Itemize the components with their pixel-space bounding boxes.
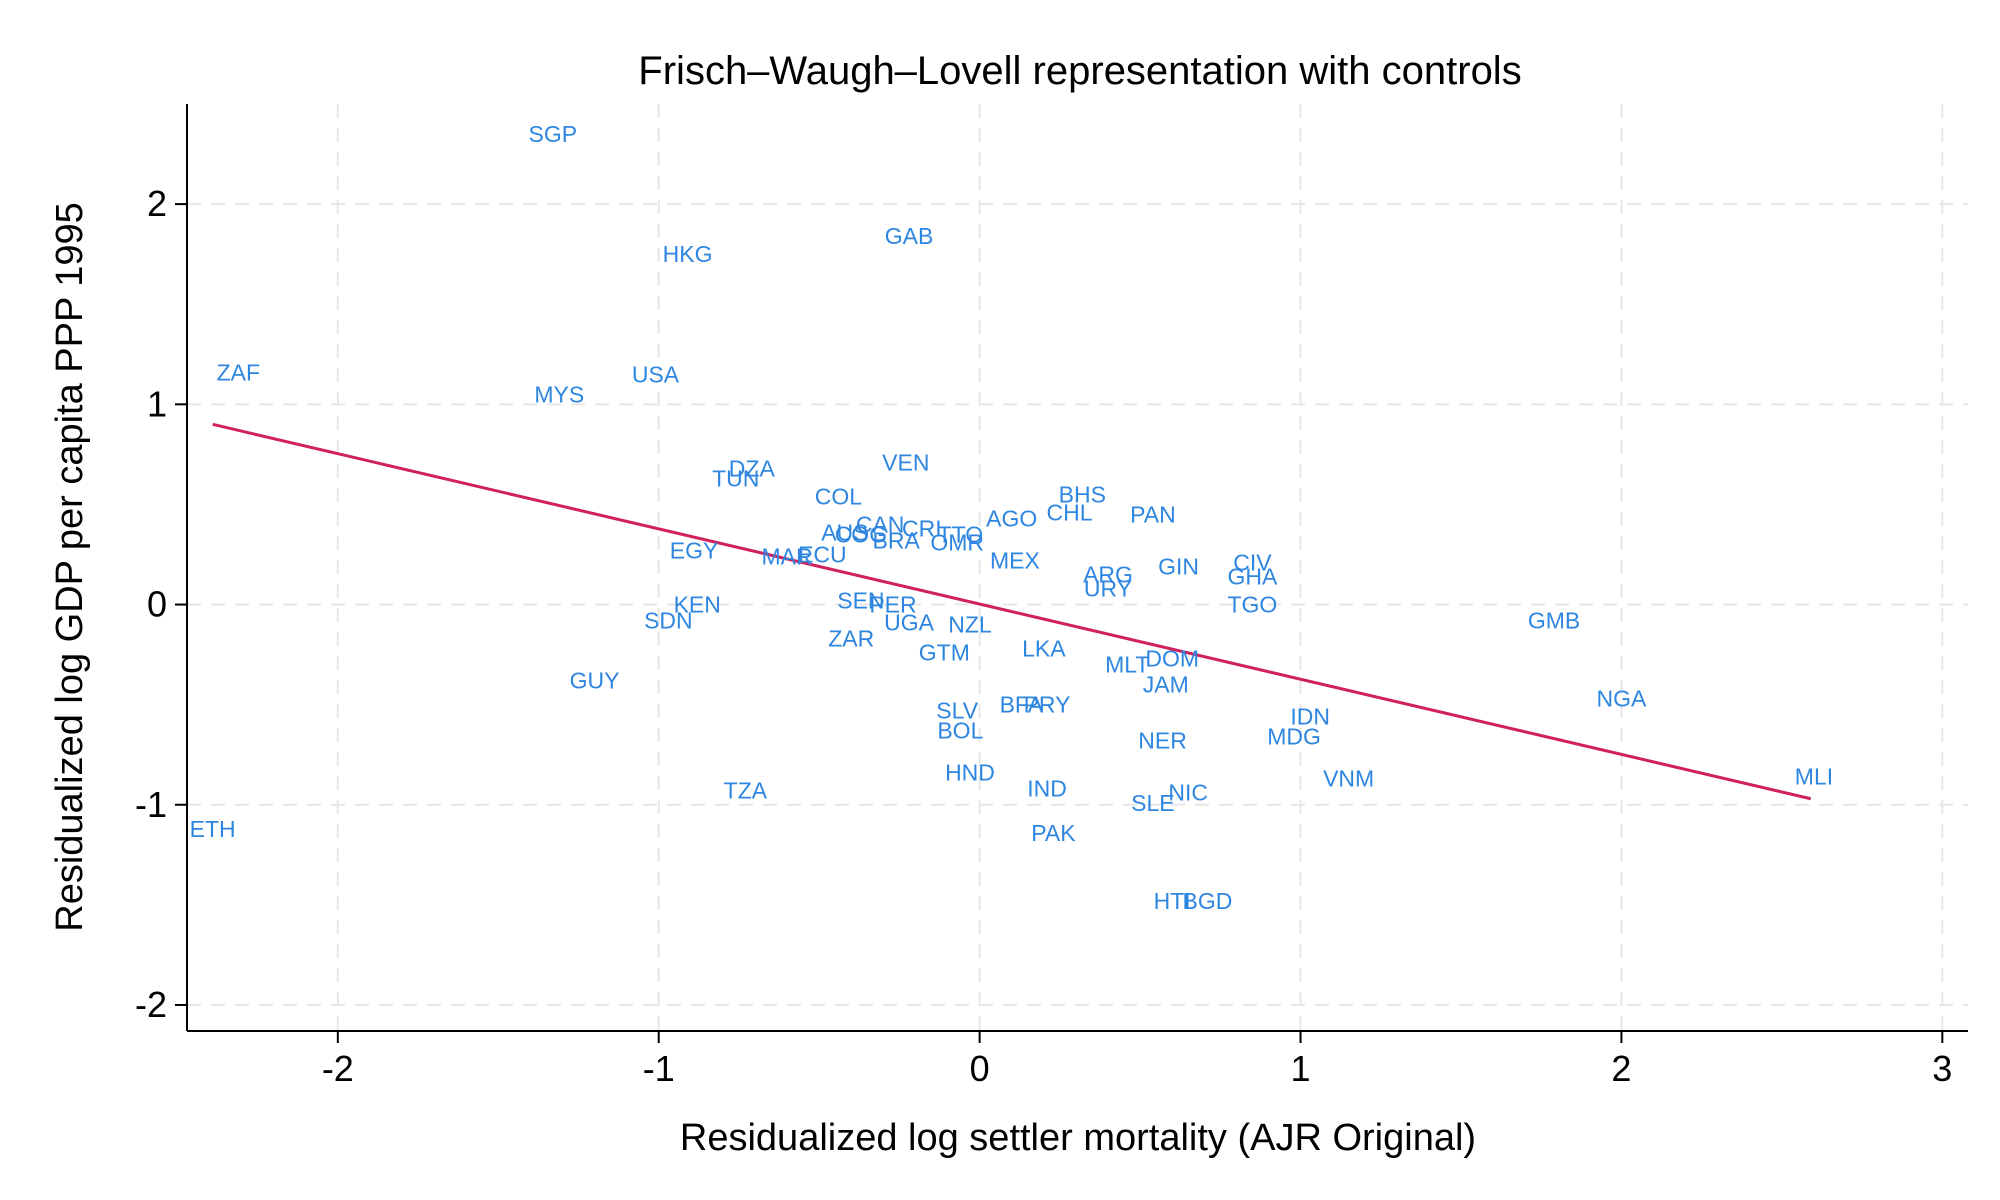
point-label-mlt: MLT <box>1105 652 1149 678</box>
y-tick-label: 1 <box>147 383 167 424</box>
y-tick-label: -2 <box>135 984 167 1025</box>
point-label-ago: AGO <box>986 505 1037 531</box>
point-label-col: COL <box>815 483 863 509</box>
point-label-bhs: BHS <box>1059 481 1106 507</box>
point-label-dom: DOM <box>1145 646 1199 672</box>
x-tick-label: 0 <box>970 1048 990 1089</box>
point-label-cri: CRI <box>902 515 942 541</box>
point-label-idn: IDN <box>1290 704 1330 730</box>
point-label-tgo: TGO <box>1227 592 1277 618</box>
chart-title: Frisch–Waugh–Lovell representation with … <box>638 49 1521 93</box>
point-label-civ: CIV <box>1233 549 1272 575</box>
point-label-usa: USA <box>632 361 680 387</box>
point-label-bra: BRA <box>873 527 921 553</box>
point-label-zaf: ZAF <box>217 359 260 385</box>
point-label-tun: TUN <box>712 465 759 491</box>
point-label-uga: UGA <box>884 610 935 636</box>
point-label-gha: GHA <box>1227 564 1278 590</box>
point-label-guy: GUY <box>570 668 620 694</box>
fitted-regression-line <box>212 422 1812 801</box>
point-label-hti: HTI <box>1154 888 1191 914</box>
point-label-bfa: BFA <box>1000 692 1044 718</box>
point-label-sle: SLE <box>1131 790 1174 816</box>
point-label-ven: VEN <box>882 449 929 475</box>
point-label-can: CAN <box>856 511 905 537</box>
y-tick-label: 0 <box>147 584 167 625</box>
point-label-gin: GIN <box>1158 553 1199 579</box>
x-tick-label: -2 <box>322 1048 354 1089</box>
point-label-tza: TZA <box>724 778 768 804</box>
point-label-arg: ARG <box>1083 562 1133 588</box>
point-label-hkg: HKG <box>663 241 713 267</box>
point-label-mys: MYS <box>534 381 584 407</box>
axes <box>186 104 1968 1032</box>
point-label-mar: MAR <box>762 543 813 569</box>
point-label-bgd: BGD <box>1183 888 1233 914</box>
point-label-nic: NIC <box>1168 780 1208 806</box>
point-label-vnm: VNM <box>1323 766 1374 792</box>
point-label-eth: ETH <box>190 816 236 842</box>
point-label-nga: NGA <box>1597 686 1648 712</box>
point-label-per: PER <box>869 592 916 618</box>
x-tick-label: 2 <box>1611 1048 1631 1089</box>
point-label-gab: GAB <box>885 223 934 249</box>
point-label-pry: PRY <box>1024 692 1071 718</box>
x-tick-label: 1 <box>1291 1048 1311 1089</box>
point-label-dza: DZA <box>729 455 776 481</box>
point-label-chl: CHL <box>1046 499 1092 525</box>
point-label-pan: PAN <box>1130 501 1176 527</box>
point-label-tto: TTO <box>938 521 984 547</box>
point-label-sgp: SGP <box>529 121 578 147</box>
point-label-lka: LKA <box>1022 636 1066 662</box>
point-label-mex: MEX <box>990 547 1040 573</box>
point-label-zar: ZAR <box>828 626 874 652</box>
x-tick-label: -1 <box>643 1048 675 1089</box>
y-tick-label: -1 <box>135 784 167 825</box>
point-label-ner: NER <box>1138 728 1187 754</box>
point-label-sdn: SDN <box>644 608 693 634</box>
point-label-slv: SLV <box>936 698 978 724</box>
point-label-omr: OMR <box>930 529 984 555</box>
grid-lines <box>187 104 1968 1031</box>
point-label-nzl: NZL <box>948 612 992 638</box>
point-label-gtm: GTM <box>919 640 970 666</box>
point-label-ecu: ECU <box>798 541 847 567</box>
point-label-ury: URY <box>1084 576 1132 602</box>
point-label-mdg: MDG <box>1267 724 1321 750</box>
point-label-cog: COG <box>835 521 887 547</box>
y-tick-label: 2 <box>147 183 167 224</box>
point-label-mli: MLI <box>1795 764 1833 790</box>
point-label-hnd: HND <box>945 760 995 786</box>
point-label-pak: PAK <box>1031 820 1076 846</box>
point-label-jam: JAM <box>1143 672 1189 698</box>
axis-ticks: -2 -1 0 1 2 3 -2 -1 0 1 2 <box>135 183 1952 1089</box>
point-label-aus: AUS <box>821 519 868 545</box>
point-label-ind: IND <box>1027 776 1067 802</box>
x-tick-label: 3 <box>1932 1048 1952 1089</box>
point-label-gmb: GMB <box>1528 608 1580 634</box>
point-label-bol: BOL <box>937 718 983 744</box>
x-axis-label: Residualized log settler mortality (AJR … <box>680 1117 1476 1159</box>
fit-line-layer <box>212 422 1812 801</box>
y-axis-label: Residualized log GDP per capita PPP 1995 <box>49 202 91 932</box>
point-label-sen: SEN <box>837 588 884 614</box>
point-label-egy: EGY <box>670 537 719 563</box>
point-label-ken: KEN <box>674 592 721 618</box>
